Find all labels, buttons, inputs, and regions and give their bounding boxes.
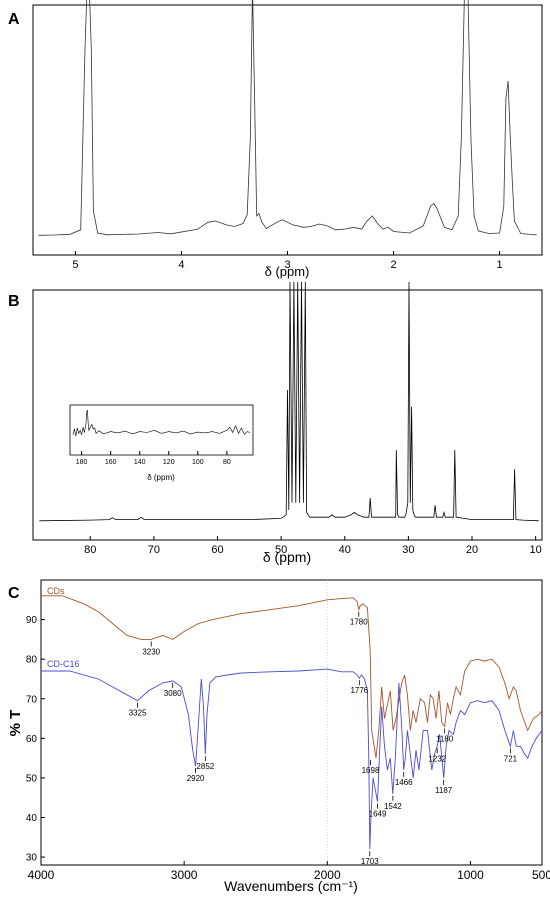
peak-label: 1466 [395,778,413,787]
panel-b-inset-x-tick-label: 160 [105,459,117,466]
panel-c-x-axis-label: Wavenumbers (cm⁻¹) [224,878,358,894]
panel-b-letter: B [8,293,20,310]
panel-c-x-tick-label: 3000 [171,868,198,882]
panel-c-x-tick-label: 2000 [314,868,341,882]
panel-c-y-tick-label: 90 [26,615,38,626]
peak-label: 1780 [350,618,368,627]
panel-b-inset-x-tick-label: 80 [223,459,231,466]
panel-c-y-ticks: 30 40 50 60 70 80 90 [26,615,45,864]
panel-a: A 5 4 3 2 1 δ (ppm) [8,0,543,279]
panel-b-spectrum-line [39,281,539,522]
panel-a-x-axis-label: δ (ppm) [265,264,310,279]
peak-label: 2920 [187,774,205,783]
panel-b-frame [32,289,543,541]
panel-b-x-tick-label: 10 [530,544,542,556]
peak-label: 1776 [350,686,368,695]
panel-b-inset-x-tick-label: 120 [163,459,175,466]
panel-a-x-tick-label: 3 [284,259,290,271]
panel-c-annotations: 3230 1780 3325 3080 2920 2852 1776 1698 1703 1649… [129,611,518,866]
panel-b-inset-x-tick-label: 140 [134,459,146,466]
panel-b: B 80 70 60 50 40 30 20 10 180 160 140 120 100 80 δ (… [8,281,543,565]
panel-c-y-tick-label: 30 [26,853,38,864]
panel-c-y-tick-label: 80 [26,655,38,666]
panel-b-x-axis-label: δ (ppm) [263,549,311,565]
panel-b-inset-spectrum-line [72,409,251,437]
peak-label: 1187 [435,786,453,795]
panel-c-y-axis-label: % T [7,710,24,737]
panel-c-y-tick-label: 60 [26,734,38,745]
panel-b-x-ticks: 80 70 60 50 40 30 20 10 [84,536,542,556]
panel-c-x-tick-label: 1000 [457,868,484,882]
panel-a-frame [32,4,543,256]
peak-label: 1542 [384,802,402,811]
panel-c-series-cds-label: CDs [47,586,65,596]
peak-label: 3325 [129,709,147,718]
peak-label: 1180 [436,734,454,743]
peak-label: 1232 [428,754,446,763]
peak-label: 1649 [369,810,387,819]
panel-b-x-tick-label: 70 [148,544,160,556]
peak-label: 1703 [361,857,379,866]
panel-c-frame [40,579,543,866]
peak-label: 3080 [164,689,182,698]
panel-b-inset-frame [69,404,254,456]
panel-c-y-tick-label: 70 [26,694,38,705]
panel-a-x-tick-label: 5 [72,259,78,271]
panel-b-inset-x-tick-label: 180 [76,459,88,466]
panel-c-y-tick-label: 50 [26,773,38,784]
peak-label: 721 [504,754,518,763]
panel-b-x-tick-label: 60 [211,544,223,556]
panel-b-x-tick-label: 20 [466,544,478,556]
panel-c-series-cds-line [41,595,543,759]
panel-b-inset-x-axis-label: δ (ppm) [147,473,175,482]
peak-label: 1698 [362,766,380,775]
panel-c-series-cd-c16-label: CD-C16 [47,659,80,669]
panel-a-spectrum-line [38,0,537,236]
panel-b-inset-x-tick-label: 100 [192,459,204,466]
panel-b-x-tick-label: 80 [84,544,96,556]
peak-label: 3230 [142,647,160,656]
panel-b-x-tick-label: 40 [339,544,351,556]
panel-a-letter: A [8,11,20,28]
panel-a-x-ticks: 5 4 3 2 1 [72,251,503,271]
peak-label: 2852 [196,762,214,771]
panel-c-x-ticks: 4000 3000 2000 1000 500 [28,861,550,882]
panel-c-x-tick-label: 500 [532,868,550,882]
panel-b-inset-x-ticks: 180 160 140 120 100 80 [76,451,231,466]
panel-b-inset: 180 160 140 120 100 80 δ (ppm) [69,404,254,482]
panel-c: C 4000 3000 2000 1000 500 30 40 50 60 70 80 90 CDs… [7,579,550,894]
panel-c-x-tick-label: 4000 [28,868,55,882]
panel-a-x-tick-label: 1 [497,259,503,271]
panel-b-x-tick-label: 30 [402,544,414,556]
panel-c-series-cd-c16-line [41,668,543,850]
panel-b-x-tick-label: 50 [275,544,287,556]
panel-a-x-tick-label: 4 [178,259,184,271]
panel-a-x-tick-label: 2 [390,259,396,271]
panel-c-letter: C [8,585,20,602]
panel-c-y-tick-label: 40 [26,813,38,824]
